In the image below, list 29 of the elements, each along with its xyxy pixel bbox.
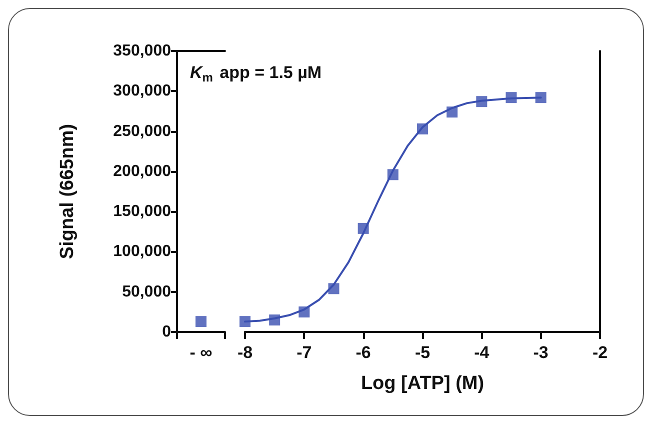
y-tick-label: 300,000 <box>113 82 172 100</box>
x-tick-label: -2 <box>592 343 608 362</box>
point <box>417 123 428 134</box>
point <box>240 316 250 328</box>
x-tick-label: -4 <box>474 343 490 362</box>
y-tick-label: 100,000 <box>113 243 172 260</box>
x-tick-label: -7 <box>296 343 312 362</box>
y-tick-label: 200,000 <box>113 162 172 180</box>
x-tick-label: -3 <box>533 343 548 362</box>
point <box>328 283 340 294</box>
y-tick-label: 350,000 <box>113 42 172 60</box>
y-axis-title: Signal (665nm) <box>57 124 78 260</box>
y-tick-label: 0 <box>162 324 172 340</box>
point <box>387 169 398 180</box>
point <box>269 314 280 326</box>
x-tick-label: -6 <box>356 343 371 362</box>
y-tick-label: 150,000 <box>113 203 172 220</box>
point <box>298 306 310 318</box>
x-tick-label: -8 <box>237 343 253 362</box>
x-tick-label: -5 <box>414 343 430 362</box>
x-tick-label: - ∞ <box>190 343 212 362</box>
point <box>446 106 458 118</box>
y-tick-label: 50,000 <box>122 283 172 300</box>
point <box>506 92 517 104</box>
point <box>535 92 546 104</box>
point <box>358 222 369 234</box>
point <box>476 96 488 108</box>
y-tick-label: 250,000 <box>113 122 172 140</box>
x-axis-title: Log [ATP] (M) <box>360 373 484 394</box>
